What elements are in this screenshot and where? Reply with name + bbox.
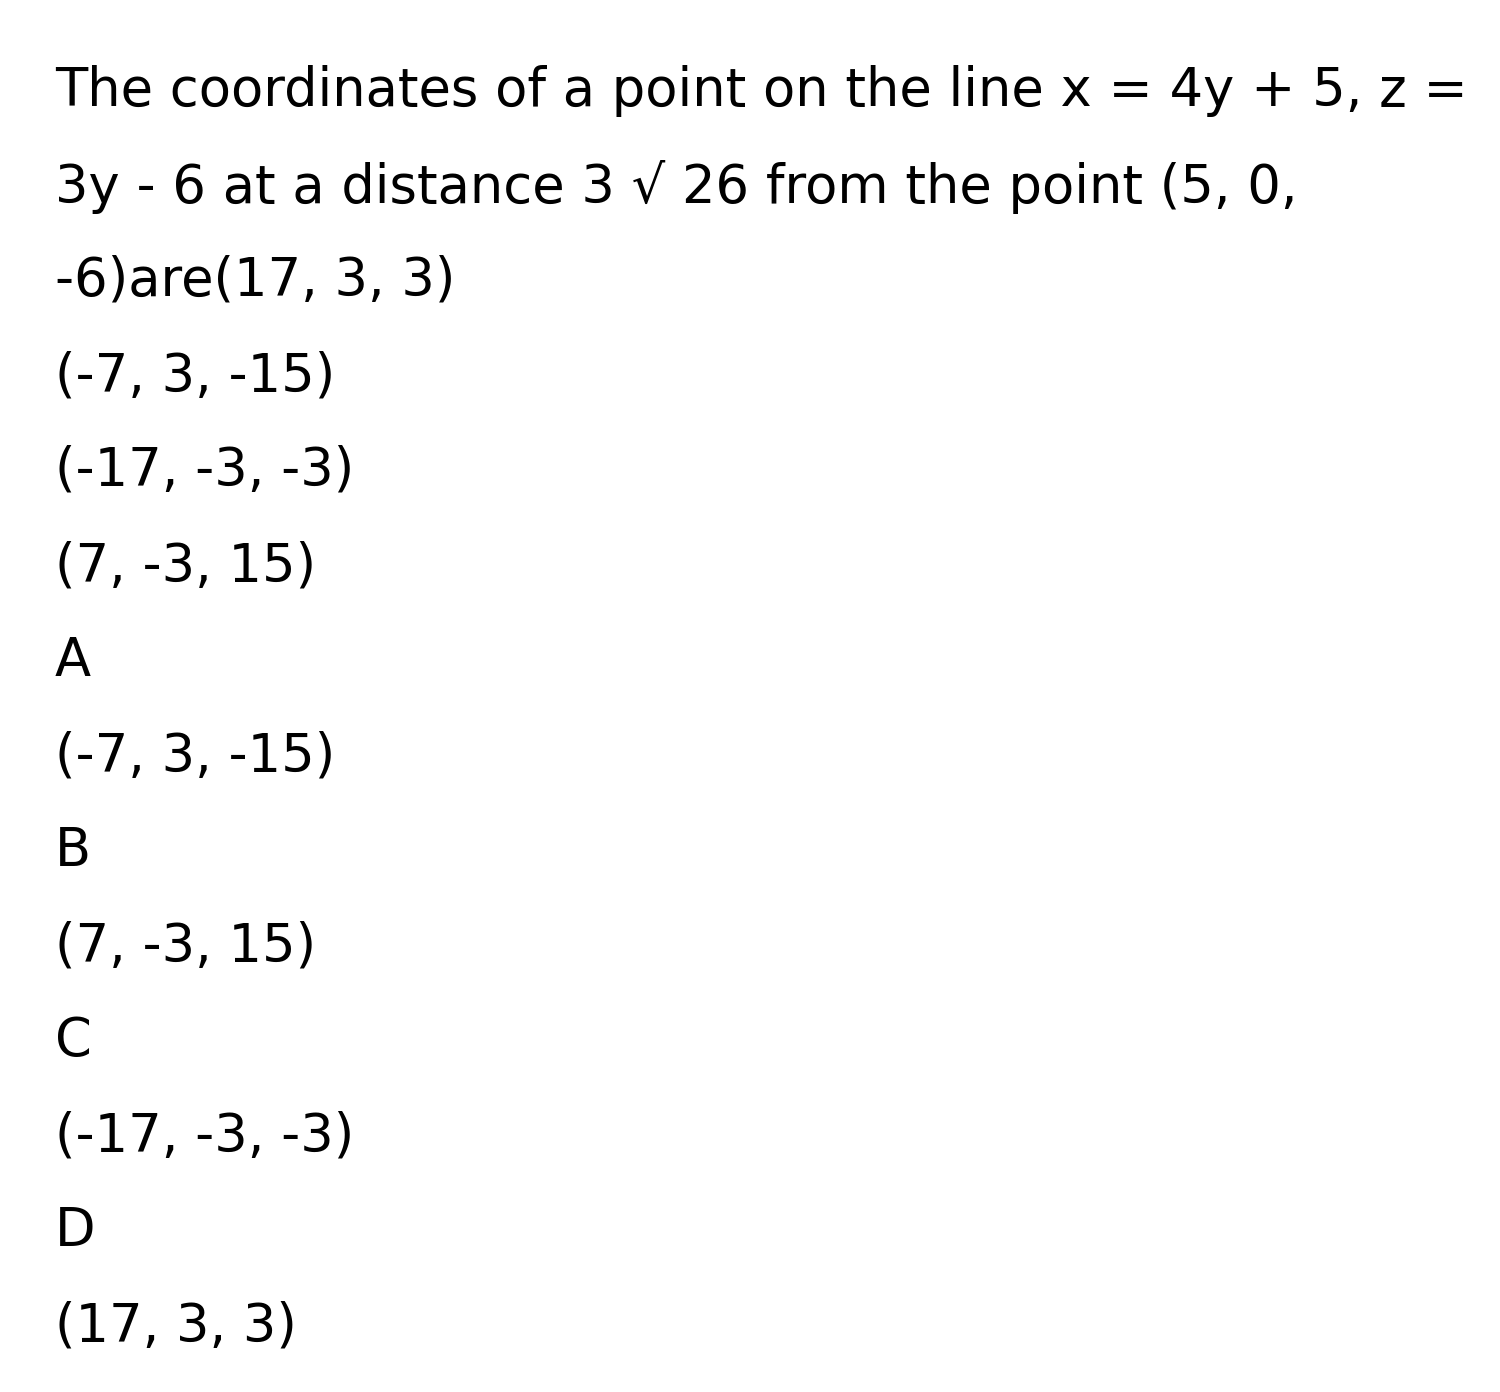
Text: (7, -3, 15): (7, -3, 15) — [56, 920, 316, 972]
Text: The coordinates of a point on the line x = 4y + 5, z =: The coordinates of a point on the line x… — [56, 65, 1467, 117]
Text: -6)are(17, 3, 3): -6)are(17, 3, 3) — [56, 255, 456, 308]
Text: (-7, 3, -15): (-7, 3, -15) — [56, 349, 336, 402]
Text: (-7, 3, -15): (-7, 3, -15) — [56, 729, 336, 782]
Text: B: B — [56, 825, 92, 877]
Text: (17, 3, 3): (17, 3, 3) — [56, 1300, 297, 1352]
Text: (-17, -3, -3): (-17, -3, -3) — [56, 1109, 354, 1162]
Text: A: A — [56, 635, 92, 688]
Text: (-17, -3, -3): (-17, -3, -3) — [56, 445, 354, 497]
Text: C: C — [56, 1015, 92, 1068]
Text: 3y - 6 at a distance 3 √ 26 from the point (5, 0,: 3y - 6 at a distance 3 √ 26 from the poi… — [56, 160, 1298, 214]
Text: (7, -3, 15): (7, -3, 15) — [56, 540, 316, 592]
Text: D: D — [56, 1205, 96, 1257]
